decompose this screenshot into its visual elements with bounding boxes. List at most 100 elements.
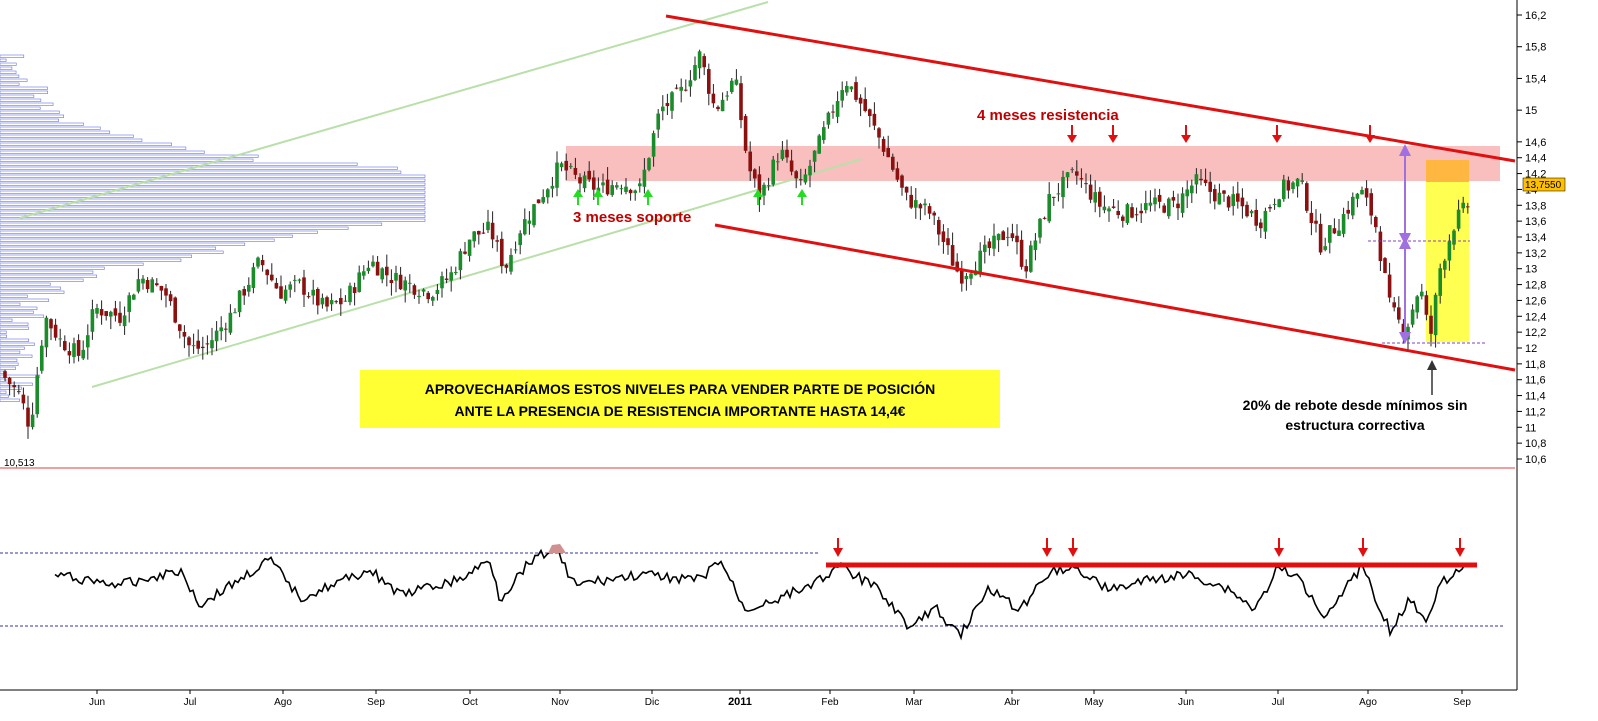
candle-body [725,95,729,97]
candle-body [352,287,357,294]
candle-body [90,309,95,332]
candle-body [1323,246,1327,250]
volume-profile-bar [0,266,105,270]
volume-profile-bar [0,346,25,350]
candle-body [900,175,904,188]
volume-profile-bar [0,362,19,366]
candle-body [293,279,297,281]
volume-profile-bar [0,82,20,86]
x-tick-label: May [1085,697,1104,708]
volume-profile [0,54,426,402]
candle-body [753,169,757,179]
candle-body [679,86,683,91]
candle-body [1134,214,1139,216]
volume-profile-bar [0,334,7,338]
candle-body [7,377,12,385]
candle-body [339,297,343,305]
candle-body [932,212,936,216]
x-tick-label: 2011 [728,696,752,708]
candle-body [182,331,187,337]
volume-profile-bar [0,150,205,154]
candle-body [1397,307,1401,320]
candle-body [86,335,90,348]
y-tick-label: 11,2 [1525,406,1546,418]
volume-profile-bar [0,210,426,214]
candle-body [1466,206,1470,208]
volume-profile-bar [0,126,101,130]
candle-body [260,259,265,266]
candle-body [803,174,808,183]
volume-profile-bar [0,234,293,238]
volume-profile-bar [0,158,254,162]
volume-profile-bar [0,98,42,102]
candle-body [955,261,959,272]
candle-body [684,89,688,91]
candle-body [693,65,697,80]
resistance-arrow-head [1108,135,1118,143]
volume-profile-bar [0,130,111,134]
candle-body [835,101,840,117]
candle-body [1226,196,1231,208]
candle-body [1433,294,1438,336]
candle-body [941,231,946,242]
volume-profile-bar [0,114,65,118]
indicator-line [54,545,1469,641]
rebound-note-line-2: estructura correctiva [1285,417,1425,433]
indicator-arrow-head [1042,548,1052,557]
volume-profile-bar [0,62,17,66]
uptrend-lower-line [91,158,863,388]
volume-profile-bar [0,378,7,382]
candle-body [1029,245,1033,272]
candle-body [196,340,200,349]
candle-body [918,204,923,209]
candle-body [564,160,568,171]
candle-body [831,111,835,113]
candle-body [444,278,449,280]
y-tick-label: 12 [1525,343,1537,355]
candle-body [58,338,62,340]
candle-body [21,394,26,404]
candle-body [1075,171,1079,176]
candle-body [886,147,890,158]
volume-profile-bar [0,386,22,390]
rebound-pointer-arrowhead [1427,360,1437,370]
volume-profile-bar [0,110,60,114]
volume-profile-bar [0,350,21,354]
candle-body [1231,194,1235,207]
candle-body [1291,182,1295,190]
candle-body [858,97,863,104]
candle-body [615,185,619,188]
volume-profile-bar [0,198,426,202]
candle-body [81,349,85,359]
volume-profile-bar [0,322,29,326]
x-tick-label: Sep [367,697,385,708]
volume-profile-bar [0,102,54,106]
candle-body [1079,178,1084,180]
candle-body [385,266,389,276]
candle-body [1364,188,1369,198]
volume-profile-bar [0,86,48,90]
y-tick-label: 15,8 [1525,42,1546,54]
candle-body [1015,235,1019,243]
candle-body [559,163,564,168]
y-tick-label: 14,2 [1525,169,1546,181]
y-tick-label: 13,6 [1525,216,1546,228]
candle-body [592,177,596,190]
volume-profile-bar [0,242,246,246]
recommendation-box-bg [360,370,1000,428]
candle-body [109,311,113,317]
volume-profile-bar [0,382,33,386]
candle-body [366,267,371,272]
volume-profile-bar [0,270,94,274]
candle-body [1259,222,1263,229]
candle-body [237,290,242,313]
y-tick-label: 11,8 [1525,359,1546,371]
x-tick-label: Nov [551,697,569,708]
candle-body [1268,206,1272,209]
volume-profile-bar [0,286,61,290]
rebound-highlight [1426,160,1469,342]
support-label: 3 meses soporte [573,209,691,226]
candle-body [283,289,288,301]
volume-profile-bar [0,174,426,178]
